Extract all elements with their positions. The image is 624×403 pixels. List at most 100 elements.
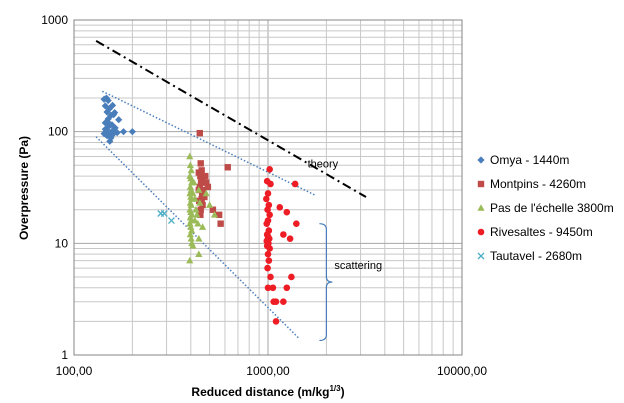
series-3-point xyxy=(288,273,295,281)
series-3-point xyxy=(280,298,287,306)
x-tick-label: 100,00 xyxy=(56,364,93,378)
annotation-label: scattering xyxy=(334,260,382,272)
annotation-label: theory xyxy=(308,158,339,170)
series-2-point xyxy=(189,242,197,249)
legend-marker xyxy=(477,204,485,211)
grid xyxy=(73,20,462,356)
series-0-point xyxy=(108,127,117,135)
series-1-point xyxy=(215,211,223,219)
legend: Omya - 1440m Montpins - 4260m Pas de l'éch… xyxy=(477,153,614,263)
series-0-point xyxy=(119,128,128,136)
series-2-point xyxy=(192,205,200,213)
annotations: theory scattering xyxy=(308,158,383,272)
series-3-point xyxy=(266,166,273,173)
series-3-point xyxy=(293,220,300,227)
series-2-point xyxy=(186,161,194,169)
series-3-point xyxy=(272,318,280,325)
series-3-point xyxy=(267,180,274,188)
series-3-point xyxy=(264,190,272,197)
y-tick-label: 100 xyxy=(48,125,68,139)
legend-marker xyxy=(477,180,485,188)
legend-marker xyxy=(477,228,485,236)
series-1-point xyxy=(200,186,207,194)
legend-marker xyxy=(477,252,485,260)
series-3-point xyxy=(264,264,271,272)
x-axis-title: Reduced distance (m/kg1/3) xyxy=(191,384,344,399)
series-0-point xyxy=(115,116,123,124)
series-2-point xyxy=(206,201,214,208)
legend-label: Montpins - 4260m xyxy=(490,177,586,191)
series-1-point xyxy=(197,211,204,219)
series-3-point xyxy=(269,284,277,292)
series-3-point xyxy=(264,206,271,214)
series-2-point xyxy=(190,178,198,186)
series-2-point xyxy=(210,211,219,218)
series-3-point xyxy=(283,284,291,292)
series-2-point xyxy=(187,166,195,174)
series-0-point xyxy=(104,96,112,105)
y-tick-label: 10 xyxy=(55,236,69,250)
series-2-point xyxy=(186,230,194,238)
series-0-point xyxy=(106,137,114,145)
series-1-point xyxy=(224,164,231,171)
series-3-point xyxy=(286,235,294,243)
series-2-point xyxy=(186,219,194,227)
series-3-point xyxy=(291,180,299,188)
series-2-point xyxy=(195,234,203,242)
series-1-point xyxy=(197,172,204,180)
series-1-point xyxy=(197,206,204,213)
plot-area-border xyxy=(73,19,463,356)
series-3-point xyxy=(280,231,287,238)
series-2-point xyxy=(187,174,195,182)
legend-label: Pas de l'échelle 3800m xyxy=(490,201,614,215)
series-2-point xyxy=(202,189,210,197)
series-2-point xyxy=(198,223,207,230)
series-2-point xyxy=(186,256,194,264)
series-3-point xyxy=(283,208,291,216)
upper-envelope-line xyxy=(102,90,316,196)
series-2-point xyxy=(193,211,201,218)
series-3-point xyxy=(265,257,273,264)
series-2-point xyxy=(196,199,204,206)
series-2-point xyxy=(195,186,203,193)
series-3-point xyxy=(262,195,270,203)
series-3-point xyxy=(264,250,272,258)
series-2-point xyxy=(189,189,197,197)
series-1-point xyxy=(197,179,205,186)
series-1-point xyxy=(196,129,203,137)
series-1-point xyxy=(202,179,210,186)
series-2-point xyxy=(191,195,199,202)
y-tick-label: 1 xyxy=(61,348,68,362)
series-2-point xyxy=(187,223,195,230)
legend-marker xyxy=(477,156,485,164)
series-1-point xyxy=(204,183,212,191)
series-0-point xyxy=(128,128,136,136)
series-3-point xyxy=(276,204,284,211)
x-tick-label: 1000,00 xyxy=(246,364,290,378)
y-axis-title: Overpressure (Pa) xyxy=(17,136,31,240)
series-1-point xyxy=(199,190,206,197)
series-1-point xyxy=(217,220,224,227)
series-2-point xyxy=(187,201,195,208)
x-axis-title-end: ) xyxy=(341,385,345,399)
series-0-point xyxy=(103,108,111,116)
legend-label: Omya - 1440m xyxy=(490,153,569,167)
y-tick-label: 1000 xyxy=(41,13,68,27)
data-markers xyxy=(100,94,300,325)
lower-envelope-line xyxy=(95,136,300,340)
series-1-point xyxy=(195,169,203,176)
x-axis-title-main: Reduced distance (m/kg xyxy=(191,385,329,399)
series-0-point xyxy=(102,94,111,102)
series-3-point xyxy=(272,298,280,306)
series-1-point xyxy=(209,206,217,213)
x-axis-title-superscript: 1/3 xyxy=(329,384,341,393)
series-2-point xyxy=(186,152,194,160)
series-2-point xyxy=(191,216,199,224)
series-3-point xyxy=(267,273,274,281)
legend-label: Rivesaltes - 9450m xyxy=(490,225,593,239)
series-3-point xyxy=(266,245,273,252)
theory-line xyxy=(95,40,367,198)
series-4-point xyxy=(168,217,175,224)
